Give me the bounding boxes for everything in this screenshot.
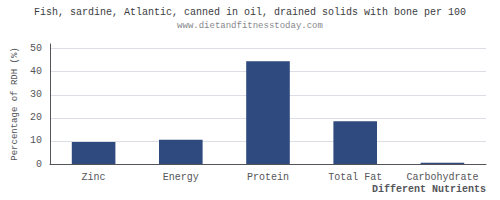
svg-text:www.dietandfitnesstoday.com: www.dietandfitnesstoday.com — [177, 21, 323, 31]
svg-text:Different Nutrients: Different Nutrients — [372, 184, 486, 195]
svg-text:Protein: Protein — [247, 172, 289, 183]
svg-text:40: 40 — [30, 66, 42, 77]
svg-text:Percentage of RDH (%): Percentage of RDH (%) — [10, 47, 20, 160]
svg-text:Carbohydrate: Carbohydrate — [406, 172, 478, 183]
svg-text:20: 20 — [30, 112, 42, 123]
svg-text:0: 0 — [36, 159, 42, 170]
svg-text:Energy: Energy — [163, 172, 199, 183]
svg-text:Fish, sardine, Atlantic, canne: Fish, sardine, Atlantic, canned in oil, … — [34, 7, 466, 18]
svg-text:Total Fat: Total Fat — [328, 172, 382, 183]
svg-text:50: 50 — [30, 43, 42, 54]
svg-text:30: 30 — [30, 89, 42, 100]
svg-text:Zinc: Zinc — [82, 172, 106, 183]
svg-text:10: 10 — [30, 135, 42, 146]
